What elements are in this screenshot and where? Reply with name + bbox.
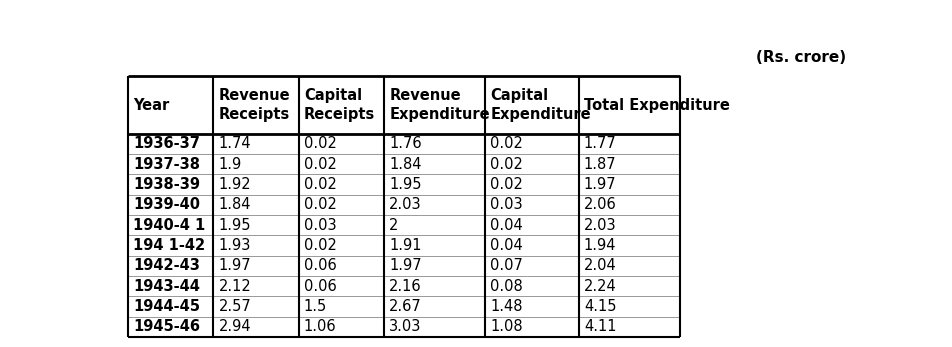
Text: 2.06: 2.06 (584, 197, 617, 212)
Text: 0.02: 0.02 (304, 238, 337, 253)
Text: 3.03: 3.03 (389, 319, 422, 334)
Text: 4.15: 4.15 (584, 299, 616, 314)
Text: 1.95: 1.95 (218, 218, 251, 233)
Text: 2.12: 2.12 (218, 279, 251, 294)
Text: 1938-39: 1938-39 (133, 177, 200, 192)
Text: 1.95: 1.95 (389, 177, 422, 192)
Text: 1943-44: 1943-44 (133, 279, 200, 294)
Text: Year: Year (133, 98, 169, 112)
Text: Capital
Expenditure: Capital Expenditure (490, 88, 591, 122)
Text: 1.06: 1.06 (304, 319, 336, 334)
Text: 2.03: 2.03 (584, 218, 617, 233)
Text: 1944-45: 1944-45 (133, 299, 200, 314)
Text: 1.84: 1.84 (218, 197, 251, 212)
Text: 1.87: 1.87 (584, 157, 617, 172)
Text: 194 1-42: 194 1-42 (133, 238, 205, 253)
Text: 0.03: 0.03 (490, 197, 523, 212)
Text: 1.97: 1.97 (389, 258, 422, 273)
Text: 1.94: 1.94 (584, 238, 616, 253)
Text: 0.04: 0.04 (490, 238, 523, 253)
Text: 1.77: 1.77 (584, 136, 617, 152)
Text: 0.02: 0.02 (490, 136, 524, 152)
Text: 2.67: 2.67 (389, 299, 422, 314)
Text: 4.11: 4.11 (584, 319, 616, 334)
Text: 1.5: 1.5 (304, 299, 327, 314)
Text: 2.03: 2.03 (389, 197, 422, 212)
Text: 0.02: 0.02 (304, 197, 337, 212)
Text: 1.97: 1.97 (218, 258, 251, 273)
Text: 1.92: 1.92 (218, 177, 251, 192)
Text: 2.04: 2.04 (584, 258, 617, 273)
Text: 1.93: 1.93 (218, 238, 250, 253)
Text: 1939-40: 1939-40 (133, 197, 200, 212)
Text: 1.48: 1.48 (490, 299, 523, 314)
Text: 2.16: 2.16 (389, 279, 422, 294)
Text: 1936-37: 1936-37 (133, 136, 200, 152)
Text: 2.24: 2.24 (584, 279, 617, 294)
Text: 0.03: 0.03 (304, 218, 336, 233)
Text: 0.08: 0.08 (490, 279, 523, 294)
Text: 2.94: 2.94 (218, 319, 251, 334)
Text: 0.02: 0.02 (304, 177, 337, 192)
Text: 1.84: 1.84 (389, 157, 422, 172)
Text: 0.02: 0.02 (304, 136, 337, 152)
Text: Capital
Receipts: Capital Receipts (304, 88, 375, 122)
Text: 1942-43: 1942-43 (133, 258, 200, 273)
Text: 1.9: 1.9 (218, 157, 242, 172)
Text: 0.02: 0.02 (490, 177, 524, 192)
Text: 1.76: 1.76 (389, 136, 422, 152)
Text: 0.07: 0.07 (490, 258, 524, 273)
Text: 1.97: 1.97 (584, 177, 617, 192)
Text: 1.08: 1.08 (490, 319, 523, 334)
Text: 1.74: 1.74 (218, 136, 251, 152)
Text: 1940-4 1: 1940-4 1 (133, 218, 206, 233)
Text: 2.57: 2.57 (218, 299, 251, 314)
Text: Revenue
Receipts: Revenue Receipts (218, 88, 290, 122)
Text: 1937-38: 1937-38 (133, 157, 200, 172)
Text: 1945-46: 1945-46 (133, 319, 200, 334)
Text: 1.91: 1.91 (389, 238, 422, 253)
Text: 0.02: 0.02 (490, 157, 524, 172)
Text: 0.06: 0.06 (304, 258, 337, 273)
Text: 0.04: 0.04 (490, 218, 523, 233)
Text: Revenue
Expenditure: Revenue Expenditure (389, 88, 490, 122)
Text: 0.02: 0.02 (304, 157, 337, 172)
Text: 0.06: 0.06 (304, 279, 337, 294)
Text: (Rs. crore): (Rs. crore) (756, 50, 845, 65)
Text: Total Expenditure: Total Expenditure (584, 98, 730, 112)
Text: 2: 2 (389, 218, 399, 233)
